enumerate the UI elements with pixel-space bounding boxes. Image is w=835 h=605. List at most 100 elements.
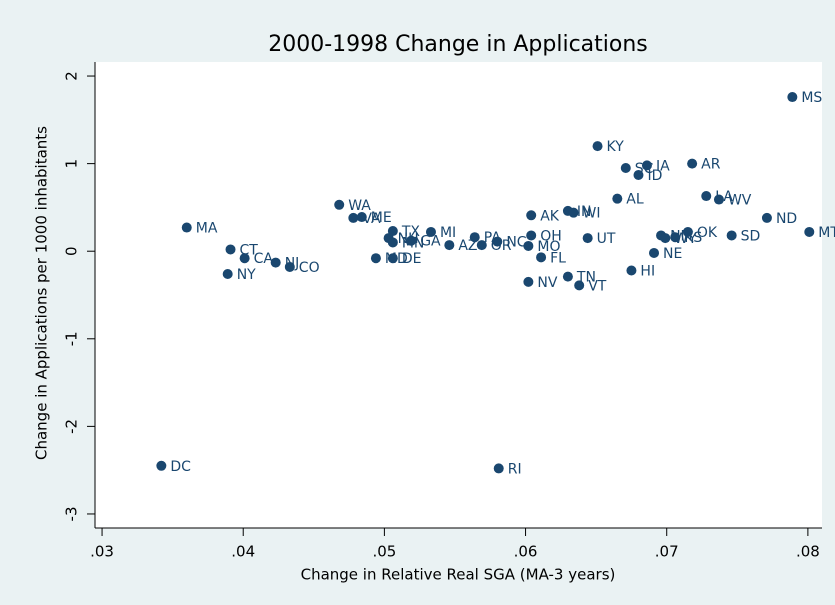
- y-tick-label: 1: [63, 159, 81, 169]
- point-label: CO: [299, 260, 320, 276]
- point: [526, 230, 537, 241]
- point-label: ID: [647, 168, 662, 184]
- point: [334, 199, 345, 210]
- point: [356, 212, 367, 223]
- point-label: OK: [697, 225, 718, 241]
- chart-title: 2000-1998 Change in Applications: [268, 32, 648, 57]
- y-axis-title: Change in Applications per 1000 inhabita…: [33, 126, 51, 460]
- point: [713, 194, 724, 205]
- point: [687, 158, 698, 169]
- point: [425, 226, 436, 237]
- point: [633, 170, 644, 181]
- point-label: MI: [440, 225, 456, 241]
- point-label: DE: [402, 251, 422, 267]
- point: [225, 244, 236, 255]
- point: [387, 253, 398, 264]
- point: [370, 253, 381, 264]
- point-label: SD: [741, 228, 761, 244]
- point-label: ND: [776, 211, 797, 227]
- point: [670, 232, 681, 243]
- point: [526, 210, 537, 221]
- y-tick-label: -3: [63, 506, 81, 521]
- point: [523, 240, 534, 251]
- x-tick-label: .06: [514, 543, 538, 561]
- x-tick-label: .04: [231, 543, 255, 561]
- point: [270, 257, 281, 268]
- point: [660, 233, 671, 244]
- point: [682, 226, 693, 237]
- point-label: MO: [537, 239, 560, 255]
- point-label: RI: [508, 461, 522, 477]
- x-axis-title: Change in Relative Real SGA (MA-3 years): [301, 566, 616, 584]
- point-label: KY: [607, 139, 625, 155]
- x-tick-label: .05: [372, 543, 396, 561]
- point: [568, 207, 579, 218]
- point-label: WI: [583, 206, 601, 222]
- point-label: MT: [818, 225, 835, 241]
- point: [582, 233, 593, 244]
- x-tick-label: .07: [655, 543, 679, 561]
- point: [523, 276, 534, 287]
- point-label: GA: [420, 234, 441, 250]
- point: [476, 240, 487, 251]
- point: [181, 222, 192, 233]
- point-label: UT: [597, 231, 616, 247]
- point: [536, 252, 547, 263]
- point: [701, 191, 712, 202]
- x-tick-label: .08: [796, 543, 820, 561]
- point-label: VT: [588, 278, 607, 294]
- point-label: CA: [254, 251, 274, 267]
- point: [156, 460, 167, 471]
- point: [492, 236, 503, 247]
- point: [348, 212, 359, 223]
- point-label: FL: [550, 250, 566, 266]
- point: [387, 237, 398, 248]
- point-label: VA: [362, 211, 381, 227]
- point-label: IN: [577, 204, 592, 220]
- point-label: IA: [656, 158, 670, 174]
- point-label: WY: [674, 231, 697, 247]
- point: [574, 280, 585, 291]
- y-tick-label: 0: [63, 246, 81, 256]
- point: [592, 141, 603, 152]
- point-label: NC: [506, 235, 526, 251]
- point: [406, 235, 417, 246]
- point-label: NV: [537, 275, 557, 291]
- plot-area: [95, 62, 822, 528]
- point: [787, 92, 798, 103]
- point: [649, 247, 660, 258]
- point: [284, 261, 295, 272]
- point-label: ME: [371, 210, 392, 226]
- point-label: NY: [237, 267, 256, 283]
- point-label: KS: [684, 230, 702, 246]
- point: [641, 160, 652, 171]
- point: [239, 253, 250, 264]
- point-label: AL: [626, 192, 644, 208]
- point: [444, 240, 455, 251]
- point-label: AZ: [458, 238, 477, 254]
- point: [761, 212, 772, 223]
- x-tick-label: .03: [90, 543, 114, 561]
- point-label: AK: [540, 208, 560, 224]
- point: [726, 230, 737, 241]
- point: [626, 265, 637, 276]
- point: [620, 163, 631, 174]
- point: [612, 193, 623, 204]
- point-label: AR: [701, 157, 721, 173]
- point-label: MS: [801, 90, 822, 106]
- point: [804, 226, 815, 237]
- point: [493, 463, 504, 474]
- point: [469, 232, 480, 243]
- point: [222, 268, 233, 279]
- point: [562, 271, 573, 282]
- point-label: OH: [540, 228, 562, 244]
- point-label: MA: [196, 221, 218, 237]
- point-label: WV: [728, 193, 752, 209]
- y-tick-label: -1: [63, 331, 81, 346]
- y-tick-label: 2: [63, 71, 81, 81]
- point-label: DC: [170, 459, 191, 475]
- point-label: NE: [663, 246, 682, 262]
- point-label: HI: [640, 263, 655, 279]
- point-label: TX: [401, 224, 421, 240]
